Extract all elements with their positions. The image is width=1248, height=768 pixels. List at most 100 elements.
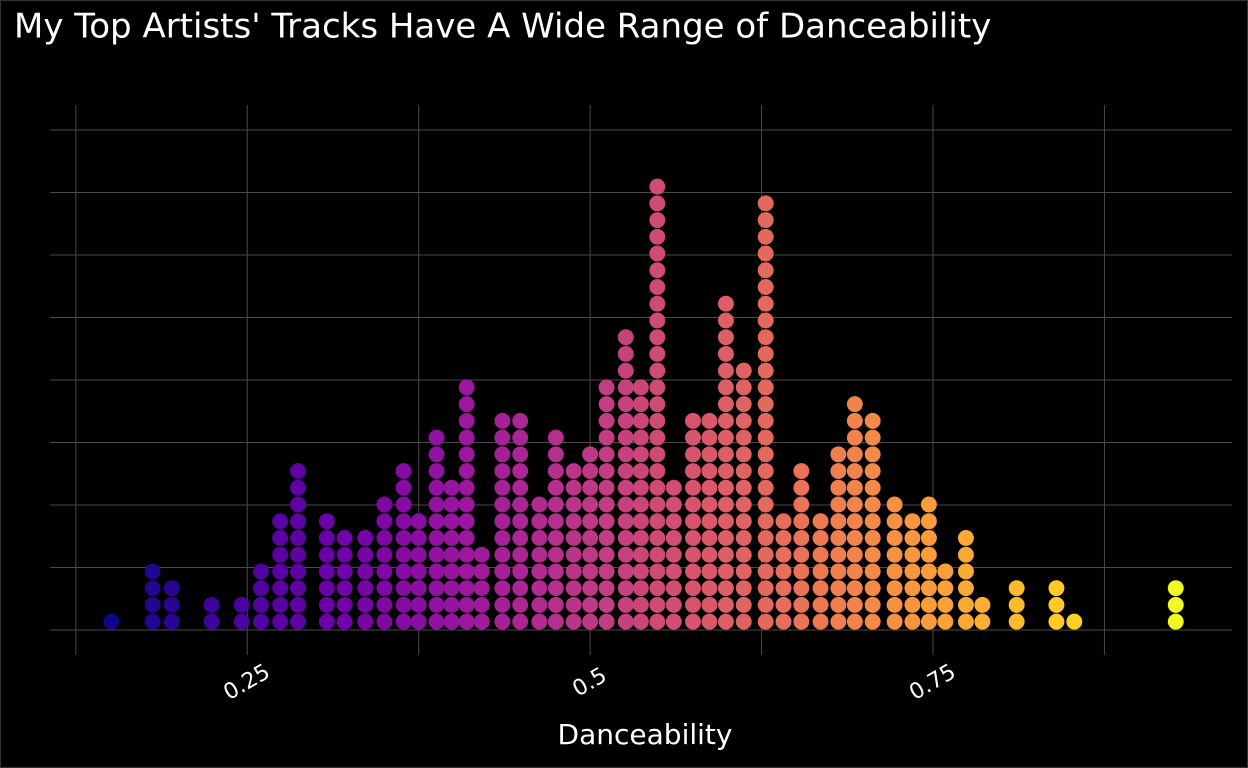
dot xyxy=(793,613,810,630)
dot xyxy=(565,530,582,546)
dot xyxy=(685,613,701,630)
dot xyxy=(318,530,335,546)
dot-column xyxy=(565,463,582,630)
dot-column xyxy=(775,513,792,630)
dot xyxy=(812,530,829,546)
dot xyxy=(649,429,666,446)
dot xyxy=(1167,580,1184,597)
dot xyxy=(565,463,582,480)
dot xyxy=(846,479,863,496)
dot xyxy=(717,379,734,396)
dot xyxy=(904,613,921,630)
dot xyxy=(649,262,666,279)
dot-column xyxy=(336,530,353,630)
dot xyxy=(701,513,718,530)
dot xyxy=(775,580,792,597)
dot xyxy=(717,446,734,463)
dot xyxy=(632,479,649,496)
dot-column xyxy=(1167,580,1184,630)
dot xyxy=(582,446,599,463)
dot xyxy=(428,596,445,613)
dot xyxy=(617,580,634,597)
dot-column xyxy=(318,513,335,630)
dot xyxy=(458,479,475,496)
dot xyxy=(473,596,490,613)
dot xyxy=(864,412,881,429)
dot xyxy=(1008,580,1025,597)
dot xyxy=(864,563,881,580)
dot xyxy=(617,546,634,563)
dot xyxy=(830,563,847,580)
dot xyxy=(598,396,615,413)
dot xyxy=(793,596,810,613)
dot xyxy=(494,613,511,630)
dot xyxy=(957,546,974,563)
dot xyxy=(775,596,792,613)
dot xyxy=(957,530,974,546)
dot xyxy=(443,563,460,580)
dot xyxy=(757,596,774,613)
dot xyxy=(512,463,529,480)
dot xyxy=(103,613,120,630)
dot xyxy=(846,546,863,563)
dot xyxy=(649,412,666,429)
dot xyxy=(864,613,881,630)
dot xyxy=(458,530,475,546)
dot xyxy=(512,530,529,546)
dot xyxy=(904,513,921,530)
dot xyxy=(957,563,974,580)
dot-column xyxy=(685,412,701,630)
dot xyxy=(512,596,529,613)
dot xyxy=(494,463,511,480)
dot xyxy=(846,396,863,413)
dot xyxy=(830,546,847,563)
dot xyxy=(253,613,269,630)
dot xyxy=(701,613,718,630)
dot xyxy=(649,613,666,630)
dot xyxy=(830,580,847,597)
dot xyxy=(290,530,306,546)
dot xyxy=(793,563,810,580)
dot-column xyxy=(443,479,460,630)
dot xyxy=(531,496,548,513)
dot xyxy=(957,580,974,597)
dot xyxy=(846,596,863,613)
dot xyxy=(735,396,752,413)
dot xyxy=(547,479,564,496)
dot xyxy=(410,613,427,630)
dot xyxy=(272,530,289,546)
dot-column xyxy=(1008,580,1025,630)
dot xyxy=(473,563,490,580)
dot xyxy=(617,596,634,613)
dot xyxy=(846,613,863,630)
dot xyxy=(376,563,393,580)
dot xyxy=(443,479,460,496)
dot xyxy=(864,513,881,530)
dot xyxy=(318,563,335,580)
dot xyxy=(336,613,353,630)
dot xyxy=(598,446,615,463)
dot xyxy=(428,530,445,546)
dot xyxy=(735,463,752,480)
dot xyxy=(144,613,161,630)
dot xyxy=(717,312,734,329)
dot-column xyxy=(272,513,289,630)
dot xyxy=(272,546,289,563)
dot xyxy=(395,496,412,513)
dot xyxy=(830,596,847,613)
dot xyxy=(717,463,734,480)
dot xyxy=(290,596,306,613)
dot xyxy=(757,463,774,480)
dot xyxy=(846,530,863,546)
dot xyxy=(272,613,289,630)
dot xyxy=(864,429,881,446)
dot xyxy=(864,496,881,513)
dot xyxy=(531,530,548,546)
dot xyxy=(701,580,718,597)
dot xyxy=(443,546,460,563)
dot xyxy=(649,463,666,480)
dot-column xyxy=(830,446,847,630)
dot xyxy=(632,596,649,613)
dot xyxy=(494,596,511,613)
dot xyxy=(793,479,810,496)
